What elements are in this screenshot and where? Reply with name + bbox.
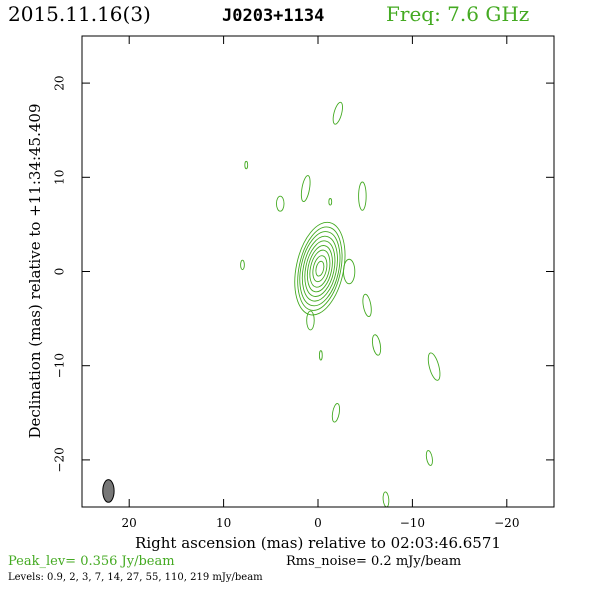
- x-axis-label: Right ascension (mas) relative to 02:03:…: [135, 534, 501, 552]
- contour-blob-16: [382, 491, 390, 508]
- rms-noise: Rms_noise= 0.2 mJy/beam: [286, 554, 462, 569]
- contour-blob-2: [244, 160, 249, 170]
- y-axis-label: Declination (mas) relative to +11:34:45.…: [26, 103, 44, 438]
- core-contour-9: [315, 260, 325, 277]
- source-name: J0203+1134: [222, 6, 325, 26]
- x-tick-label: 10: [216, 516, 231, 530]
- x-tick-label: 0: [314, 516, 322, 530]
- beam-layer: [102, 479, 115, 503]
- core-contour-6: [306, 245, 333, 293]
- beam-ellipse: [102, 479, 115, 503]
- x-tick-label: 20: [122, 516, 137, 530]
- y-tick-label: 20: [53, 75, 67, 90]
- y-tick-label: 10: [53, 170, 67, 185]
- contour-blob-7: [240, 259, 245, 271]
- axis-ticks: 20 10 0 −10 −20 20 10 0 −10 −20: [53, 36, 554, 530]
- contour-layer: [240, 101, 441, 508]
- peak-level: Peak_lev= 0.356 Jy/beam: [8, 554, 175, 569]
- contour-blob-14: [331, 403, 341, 423]
- core-contour-7: [309, 249, 331, 288]
- contour-blob-8: [343, 258, 356, 285]
- contour-blob-10: [306, 310, 315, 331]
- observation-date: 2015.11.16(3): [8, 2, 151, 26]
- x-tick-label: −20: [494, 516, 519, 530]
- contour-blob-5: [328, 198, 333, 206]
- core-contour-4: [301, 235, 338, 302]
- y-tick-label: 0: [53, 268, 67, 276]
- x-tick-label: −10: [400, 516, 425, 530]
- core-contour-2: [297, 226, 343, 311]
- contour-blob-4: [276, 195, 285, 212]
- core-contour-5: [304, 240, 336, 297]
- contour-blob-6: [358, 181, 367, 211]
- contour-blob-13: [427, 352, 441, 381]
- contour-blob-15: [425, 450, 433, 466]
- contour-blob-12: [318, 350, 323, 361]
- core-contour-1: [294, 221, 346, 316]
- core-contour-8: [312, 255, 328, 283]
- core-contour-3: [299, 231, 341, 307]
- frequency-label: Freq: 7.6 GHz: [386, 2, 530, 26]
- contour-blob-1: [332, 101, 343, 125]
- contour-levels: Levels: 0.9, 2, 3, 7, 14, 27, 55, 110, 2…: [8, 572, 263, 583]
- contour-blob-11: [371, 334, 382, 356]
- contour-blob-9: [362, 293, 372, 318]
- contour-blob-3: [300, 175, 311, 203]
- y-tick-label: −20: [53, 447, 67, 472]
- y-tick-label: −10: [53, 353, 67, 378]
- plot-frame: [81, 35, 555, 508]
